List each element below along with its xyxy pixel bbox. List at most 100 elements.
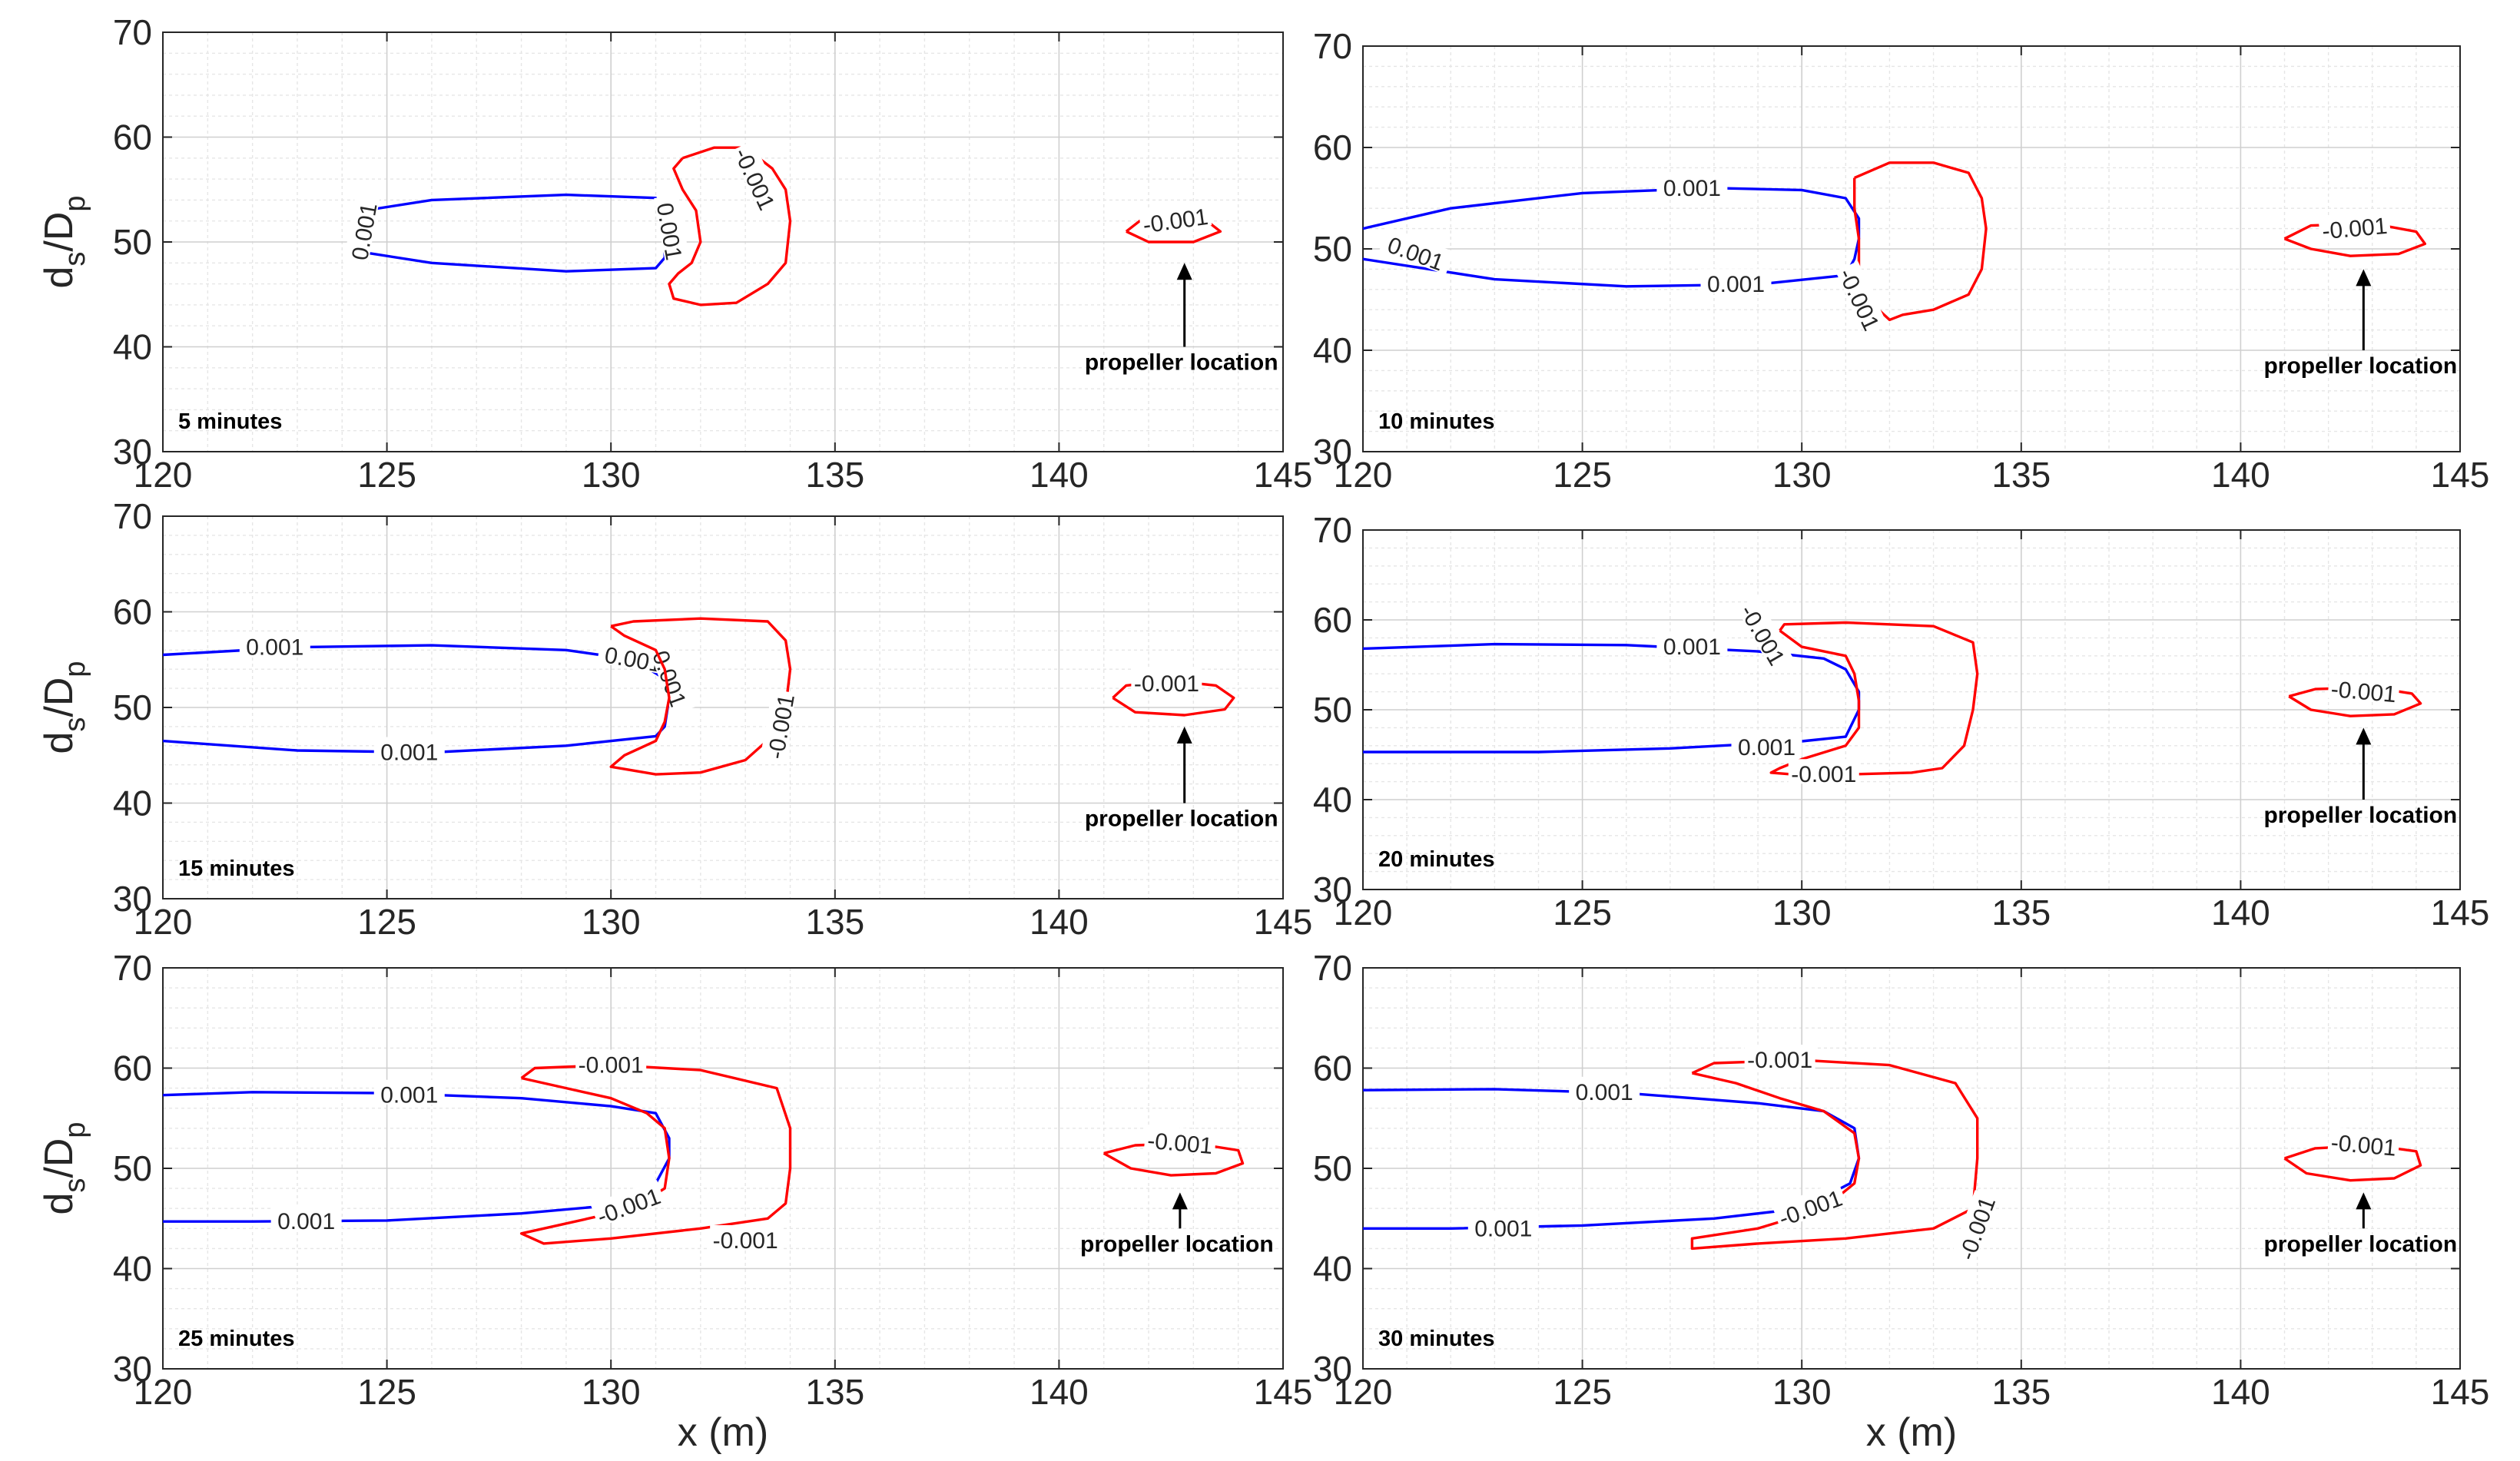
y-tick-label: 40 xyxy=(113,327,152,367)
x-tick-label: 125 xyxy=(1553,893,1612,933)
contour-label-bg xyxy=(1143,1125,1217,1156)
propeller-location-label: propeller location xyxy=(1085,807,1278,832)
propeller-location-label: propeller location xyxy=(2263,1231,2457,1257)
y-tick-label: 30 xyxy=(1313,870,1352,909)
x-tick-label: 140 xyxy=(2211,455,2270,495)
y-tick-label: 30 xyxy=(113,432,152,472)
contour-label-bg xyxy=(1700,269,1772,294)
y-tick-label: 40 xyxy=(1313,780,1352,820)
contour-line-positive xyxy=(364,193,666,273)
contour-line-negative xyxy=(1690,1058,1979,1251)
contour-line-negative xyxy=(1852,161,1988,322)
contour-label-bg xyxy=(1569,1076,1640,1102)
contour-label: -0.001 xyxy=(579,1053,644,1078)
contour-label: 0.001 xyxy=(380,1083,438,1108)
contour-label-bg xyxy=(1656,172,1728,197)
x-tick-label: 120 xyxy=(134,902,193,942)
time-label: 25 minutes xyxy=(178,1327,295,1351)
contour-label-bg xyxy=(1744,1045,1815,1070)
contour-label: -0.001 xyxy=(1735,601,1789,670)
y-tick-label: 70 xyxy=(113,948,152,988)
contour-label-bg xyxy=(1731,732,1802,757)
contour-label-bg xyxy=(1736,597,1794,671)
arrow-head-icon xyxy=(1176,263,1192,280)
contour-label-bg xyxy=(575,1049,647,1075)
contour-label: 0.001 xyxy=(1707,272,1765,297)
contour-label-bg xyxy=(654,194,691,268)
x-tick-label: 140 xyxy=(2211,893,2270,933)
contour-label-bg xyxy=(2327,673,2400,704)
chart-panel-2: 120 125 130 135 140 14530405060700.0010.0010.… xyxy=(1313,26,2490,495)
contour-label: 0.001 xyxy=(1663,634,1721,660)
y-tick-label: 60 xyxy=(1313,600,1352,640)
contour-label: -0.001 xyxy=(1747,1048,1812,1073)
x-tick-label: 125 xyxy=(1553,455,1612,495)
contour-label: -0.001 xyxy=(1146,1128,1214,1159)
x-tick-label: 135 xyxy=(1991,1372,2051,1412)
y-tick-label: 70 xyxy=(1313,948,1352,988)
x-tick-label: 130 xyxy=(1772,893,1832,933)
x-tick-label: 125 xyxy=(357,455,416,495)
contour-line-positive xyxy=(162,644,671,754)
contour-label-bg xyxy=(590,1180,665,1227)
contour-label-bg xyxy=(2318,210,2391,241)
x-tick-label: 125 xyxy=(357,1372,416,1412)
y-tick-label: 70 xyxy=(113,12,152,52)
y-tick-label: 40 xyxy=(1313,1249,1352,1289)
contour-label: 0.001 xyxy=(246,635,303,661)
y-tick-label: 50 xyxy=(1313,690,1352,730)
x-tick-label: 135 xyxy=(1991,893,2051,933)
chart-panel-6: 120 125 130 135 140 145 30 40 50 60 70 x (m) 0.001 0.… xyxy=(1313,948,2490,1455)
contour-label-bg xyxy=(1788,759,1859,784)
contour-label-bg xyxy=(710,1224,781,1250)
contour-label: -0.001 xyxy=(713,1228,778,1254)
contour-label: -0.001 xyxy=(1833,265,1884,335)
contour-label: -0.001 xyxy=(1791,762,1856,787)
y-tick-label: 50 xyxy=(1313,229,1352,269)
contour-label: -0.001 xyxy=(1134,671,1199,697)
y-tick-label: 50 xyxy=(1313,1148,1352,1188)
y-tick-label: 40 xyxy=(1313,330,1352,370)
y-tick-label: 40 xyxy=(113,784,152,823)
time-label: 15 minutes xyxy=(178,856,295,881)
x-tick-label: 135 xyxy=(1991,455,2051,495)
x-tick-label: 135 xyxy=(805,1372,864,1412)
contour-label: 0.001 xyxy=(652,201,687,263)
chart-panel-1: 120 125 130 135 140 145 30 40 50 60 70 ds/Dp 0.001 0.… xyxy=(37,12,1312,495)
y-tick-label: 70 xyxy=(113,496,152,536)
x-tick-label: 140 xyxy=(1030,455,1089,495)
y-axis-label: ds/Dp xyxy=(37,195,91,288)
x-tick-label: 145 xyxy=(2431,1372,2490,1412)
y-axis-label: ds/Dp xyxy=(37,1121,91,1214)
contour-line-positive xyxy=(1362,187,1861,288)
y-tick-label: 50 xyxy=(113,222,152,262)
x-tick-label: 125 xyxy=(1553,1372,1612,1412)
x-tick-label: 130 xyxy=(582,455,641,495)
contour-label-bg xyxy=(270,1206,342,1231)
contour-label: 0.001 xyxy=(277,1209,335,1234)
y-tick-label: 30 xyxy=(113,1349,152,1389)
contour-label-bg xyxy=(239,631,310,657)
propeller-location-label: propeller location xyxy=(1085,350,1278,376)
contour-label: 0.001 xyxy=(1576,1080,1633,1105)
x-tick-label: 130 xyxy=(582,1372,641,1412)
x-tick-label: 140 xyxy=(2211,1372,2270,1412)
arrow-head-icon xyxy=(2356,1192,2372,1210)
contour-label: 0.001 xyxy=(1474,1216,1532,1241)
contour-label: 0.001 xyxy=(1738,735,1796,760)
contour-label-bg xyxy=(2327,1127,2400,1158)
x-tick-label: 120 xyxy=(1334,455,1393,495)
y-axis-label: ds/Dp xyxy=(37,661,91,754)
contour-label-bg xyxy=(1951,1190,1998,1265)
y-tick-label: 70 xyxy=(1313,26,1352,66)
x-tick-label: 130 xyxy=(1772,455,1832,495)
x-axis-label: x (m) xyxy=(1866,1410,1957,1455)
arrow-head-icon xyxy=(1176,726,1192,744)
contour-label: -0.001 xyxy=(2329,1130,2397,1161)
y-tick-label: 60 xyxy=(113,118,152,157)
x-tick-label: 140 xyxy=(1030,902,1089,942)
x-tick-label: 120 xyxy=(134,1372,193,1412)
x-tick-label: 135 xyxy=(805,455,864,495)
contour-label: -0.001 xyxy=(764,692,800,761)
